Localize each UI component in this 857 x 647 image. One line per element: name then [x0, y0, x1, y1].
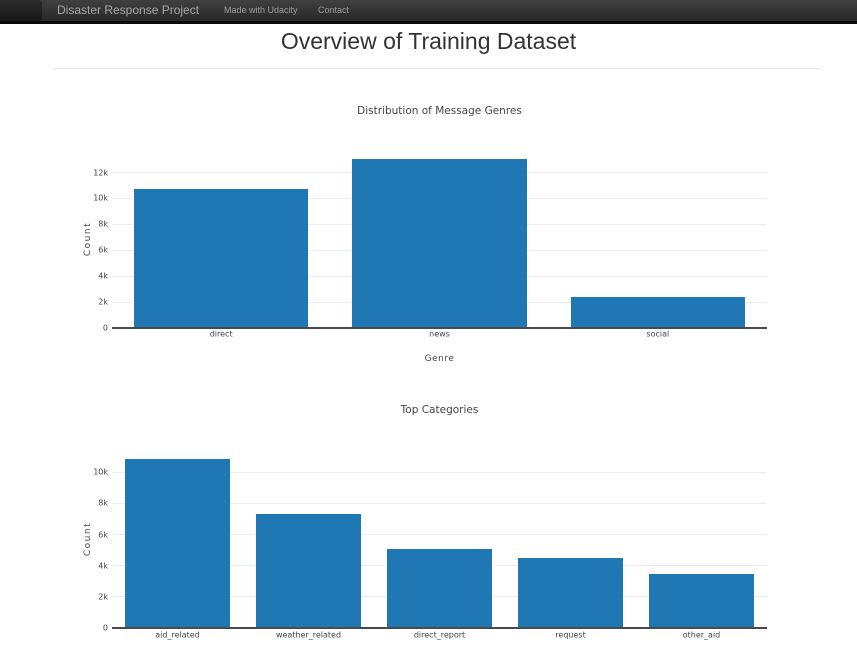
y-tick-label: 4k [98, 561, 108, 571]
y-tick-label: 0 [102, 323, 108, 333]
gridline [112, 502, 767, 504]
navbar-brand[interactable]: Disaster Response Project [57, 3, 200, 17]
y-tick-label: 2k [98, 592, 108, 602]
bar[interactable] [256, 514, 361, 628]
top-categories-chart: Top Categories Count 0 2k 4k 6k 8k 10k aid_relat… [0, 390, 857, 647]
chart-title: Distribution of Message Genres [357, 105, 522, 117]
x-tick-label: direct [209, 329, 233, 339]
chart-title: Top Categories [400, 404, 479, 416]
x-axis-line [112, 627, 767, 629]
y-tick-label: 12k [93, 168, 108, 178]
x-axis-line [112, 327, 767, 329]
y-tick-label: 2k [98, 297, 108, 307]
gridline [112, 471, 767, 473]
nav-link-contact[interactable]: Contact [318, 5, 350, 15]
y-tick-label: 6k [98, 530, 108, 540]
x-tick-label: other_aid [682, 630, 721, 640]
y-tick-label: 4k [98, 271, 108, 281]
bar[interactable] [125, 458, 230, 628]
y-tick-label: 0 [102, 623, 108, 633]
nav-link-made-with-udacity[interactable]: Made with Udacity [224, 5, 298, 15]
x-tick-label: weather_related [275, 630, 342, 640]
y-tick-label: 10k [93, 193, 108, 203]
y-tick-label: 10k [93, 467, 108, 477]
y-tick-label: 8k [98, 498, 108, 508]
x-tick-label: news [429, 329, 450, 339]
bar[interactable] [352, 158, 527, 328]
page-title: Overview of Training Dataset [280, 28, 577, 54]
navbar: Disaster Response Project Made with Udac… [0, 0, 857, 24]
x-tick-label: aid_related [155, 630, 200, 640]
bar[interactable] [133, 188, 309, 328]
x-tick-label: social [646, 329, 670, 339]
y-tick-label: 6k [98, 245, 108, 255]
x-tick-label: request [555, 630, 586, 640]
gridline [112, 534, 767, 536]
divider [53, 68, 820, 69]
bar[interactable] [387, 548, 492, 628]
bar[interactable] [570, 296, 746, 328]
x-axis-title: Genre [424, 354, 455, 364]
bar[interactable] [649, 574, 754, 628]
message-genres-chart: Distribution of Message Genres Count 0 2k 4k… [0, 85, 857, 390]
bar[interactable] [518, 558, 623, 628]
y-tick-label: 8k [98, 219, 108, 229]
navbar-left-shade [0, 0, 42, 21]
x-tick-label: direct_report [413, 630, 466, 640]
navbar-bottom-border [0, 21, 857, 24]
